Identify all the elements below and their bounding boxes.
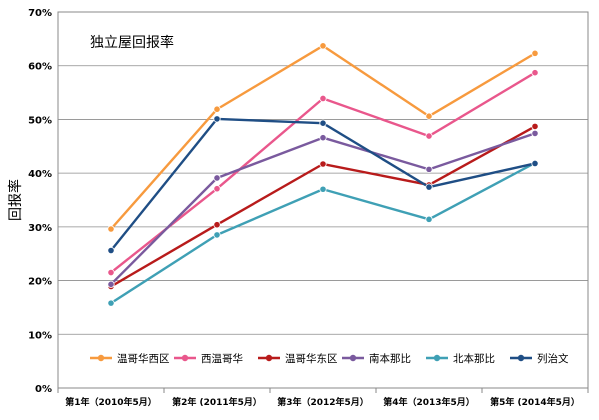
legend-label: 北本那比 [453, 352, 495, 365]
data-point [107, 280, 115, 288]
data-point [425, 215, 433, 223]
series-lines [107, 42, 539, 307]
data-point [531, 129, 539, 137]
legend-swatch-marker [97, 354, 105, 362]
data-point [319, 119, 327, 127]
data-point [213, 115, 221, 123]
legend-item: 南本那比 [342, 352, 411, 365]
legend-swatch-marker [517, 354, 525, 362]
legend-swatch-marker [265, 354, 273, 362]
legend-label: 西温哥华 [201, 352, 243, 365]
series-6 [107, 115, 539, 255]
y-tick-label: 40% [28, 169, 52, 180]
x-tick-labels: 第1年（2010年5月） 第2年 (2011年5月） 第3年（2012年5月） 第4年… [57, 388, 589, 408]
data-point [213, 231, 221, 239]
data-point [213, 174, 221, 182]
x-tick-label: 第2年 (2011年5月） [172, 396, 262, 408]
data-point [425, 112, 433, 120]
series-2 [107, 69, 539, 277]
y-tick-label: 50% [28, 115, 52, 126]
data-point [107, 268, 115, 277]
legend-label: 温哥华东区 [285, 352, 338, 365]
data-point [531, 69, 539, 77]
legend-item: 西温哥华 [174, 352, 243, 365]
data-point [107, 225, 115, 233]
x-tick-label: 第1年（2010年5月） [65, 396, 157, 408]
x-tick-label: 第5年 (2014年5月） [490, 396, 580, 408]
chart-title: 独立屋回报率 [90, 34, 174, 51]
data-point [319, 185, 327, 193]
legend-label: 温哥华西区 [117, 352, 170, 365]
data-point [107, 299, 115, 307]
legend-swatch-marker [181, 354, 189, 362]
data-point [213, 105, 221, 113]
data-point [531, 159, 539, 168]
y-tick-label: 10% [28, 330, 52, 341]
y-tick-label: 0% [35, 384, 52, 395]
data-point [213, 185, 221, 193]
y-tick-label: 20% [28, 277, 52, 288]
y-axis-label: 回报率 [7, 179, 24, 221]
data-point [319, 160, 327, 168]
legend-item: 温哥华东区 [258, 352, 338, 365]
data-point [319, 94, 327, 103]
data-point [531, 122, 539, 131]
y-tick-label: 30% [28, 223, 52, 234]
data-point [213, 221, 221, 229]
legend-item: 列治文 [510, 352, 569, 365]
data-point [319, 134, 327, 142]
y-tick-label: 60% [28, 62, 52, 73]
legend-swatch-marker [433, 354, 441, 362]
series-4 [107, 129, 539, 288]
data-point [319, 42, 327, 50]
data-point [531, 49, 539, 57]
legend-label: 南本那比 [369, 352, 411, 365]
x-tick-label: 第3年（2012年5月） [277, 396, 369, 408]
legend: 温哥华西区 西温哥华 温哥华东区 南本那比 北本那比 列治文 [90, 352, 569, 365]
x-tick-label: 第4年（2013年5月） [383, 396, 475, 408]
data-point [425, 165, 433, 173]
legend-label: 列治文 [537, 352, 569, 365]
series-1 [107, 42, 539, 233]
legend-item: 温哥华西区 [90, 352, 170, 365]
y-tick-label: 70% [28, 8, 52, 19]
y-tick-labels: 0% 10% 20% 30% 40% 50% 60% 70% [28, 8, 52, 395]
data-point [425, 183, 433, 191]
legend-item: 北本那比 [426, 352, 495, 365]
data-point [425, 132, 433, 140]
legend-swatch-marker [349, 354, 357, 362]
data-point [107, 246, 115, 255]
